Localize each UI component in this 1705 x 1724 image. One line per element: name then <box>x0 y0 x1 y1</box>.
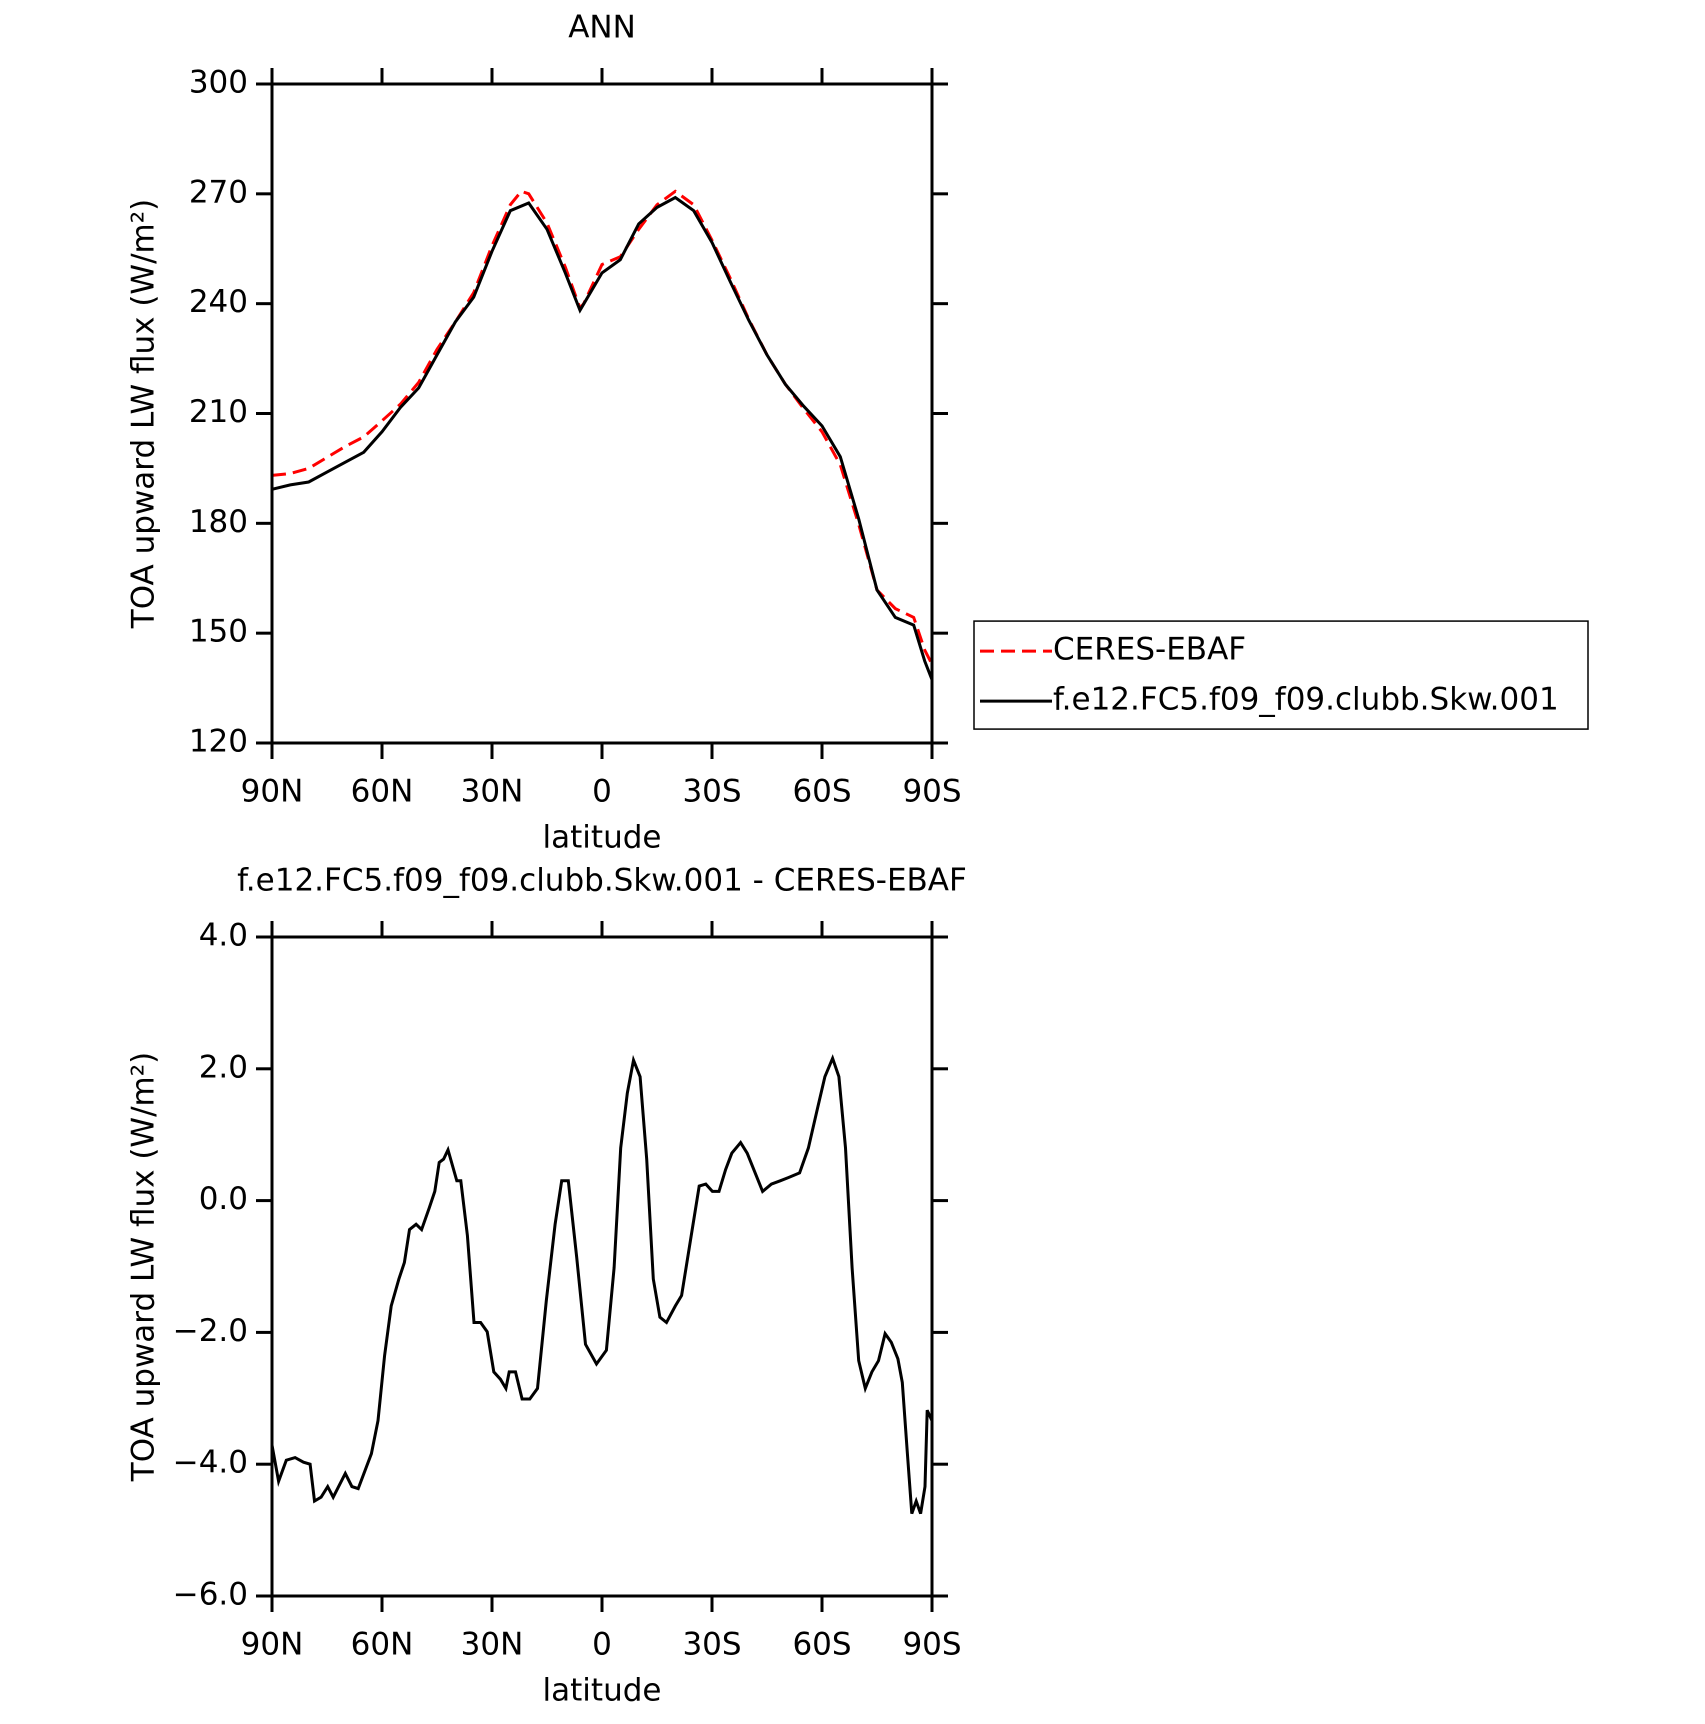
y-tick-label: −4.0 <box>173 1445 248 1481</box>
series-line <box>270 1054 934 1515</box>
y-axis-label: TOA upward LW flux (W/m²) <box>126 1052 162 1482</box>
x-axis-label: latitude <box>543 820 662 856</box>
x-tick-label: 30N <box>461 774 524 810</box>
x-tick-label: 30N <box>461 1627 524 1663</box>
x-tick-label: 0 <box>592 1627 612 1663</box>
chart-title: ANN <box>568 10 636 46</box>
x-tick-label: 90N <box>241 774 304 810</box>
legend-box <box>973 620 1589 730</box>
x-tick-label: 90S <box>902 1627 961 1663</box>
y-tick-label: 150 <box>189 614 248 650</box>
y-tick-label: 2.0 <box>199 1049 248 1085</box>
x-tick-label: 90S <box>902 774 961 810</box>
plot-frame <box>270 935 934 1598</box>
legend-label: f.e12.FC5.f09_f09.clubb.Skw.001 <box>1053 682 1559 718</box>
x-tick-label: 30S <box>682 774 741 810</box>
x-tick-label: 60S <box>792 774 851 810</box>
x-tick-label: 0 <box>592 774 612 810</box>
x-tick-label: 60N <box>351 1627 414 1663</box>
x-axis-label: latitude <box>543 1673 662 1709</box>
y-tick-label: −6.0 <box>173 1577 248 1613</box>
y-tick-label: 300 <box>189 65 248 101</box>
x-tick-label: 90N <box>241 1627 304 1663</box>
series-line <box>271 195 934 681</box>
x-tick-label: 60N <box>351 774 414 810</box>
y-tick-label: 0.0 <box>199 1181 248 1217</box>
y-tick-label: 120 <box>189 724 248 760</box>
y-tick-label: 210 <box>189 394 248 430</box>
y-tick-label: 180 <box>189 504 248 540</box>
plot-frame <box>270 82 934 745</box>
y-tick-label: 240 <box>189 284 248 320</box>
legend-label: CERES-EBAF <box>1053 632 1246 668</box>
chart-title: f.e12.FC5.f09_f09.clubb.Skw.001 - CERES-… <box>237 863 967 899</box>
y-axis-label: TOA upward LW flux (W/m²) <box>126 199 162 629</box>
y-tick-label: 270 <box>189 174 248 210</box>
series-line <box>271 189 934 665</box>
x-tick-label: 30S <box>682 1627 741 1663</box>
y-tick-label: −2.0 <box>173 1313 248 1349</box>
y-tick-label: 4.0 <box>199 918 248 954</box>
x-tick-label: 60S <box>792 1627 851 1663</box>
